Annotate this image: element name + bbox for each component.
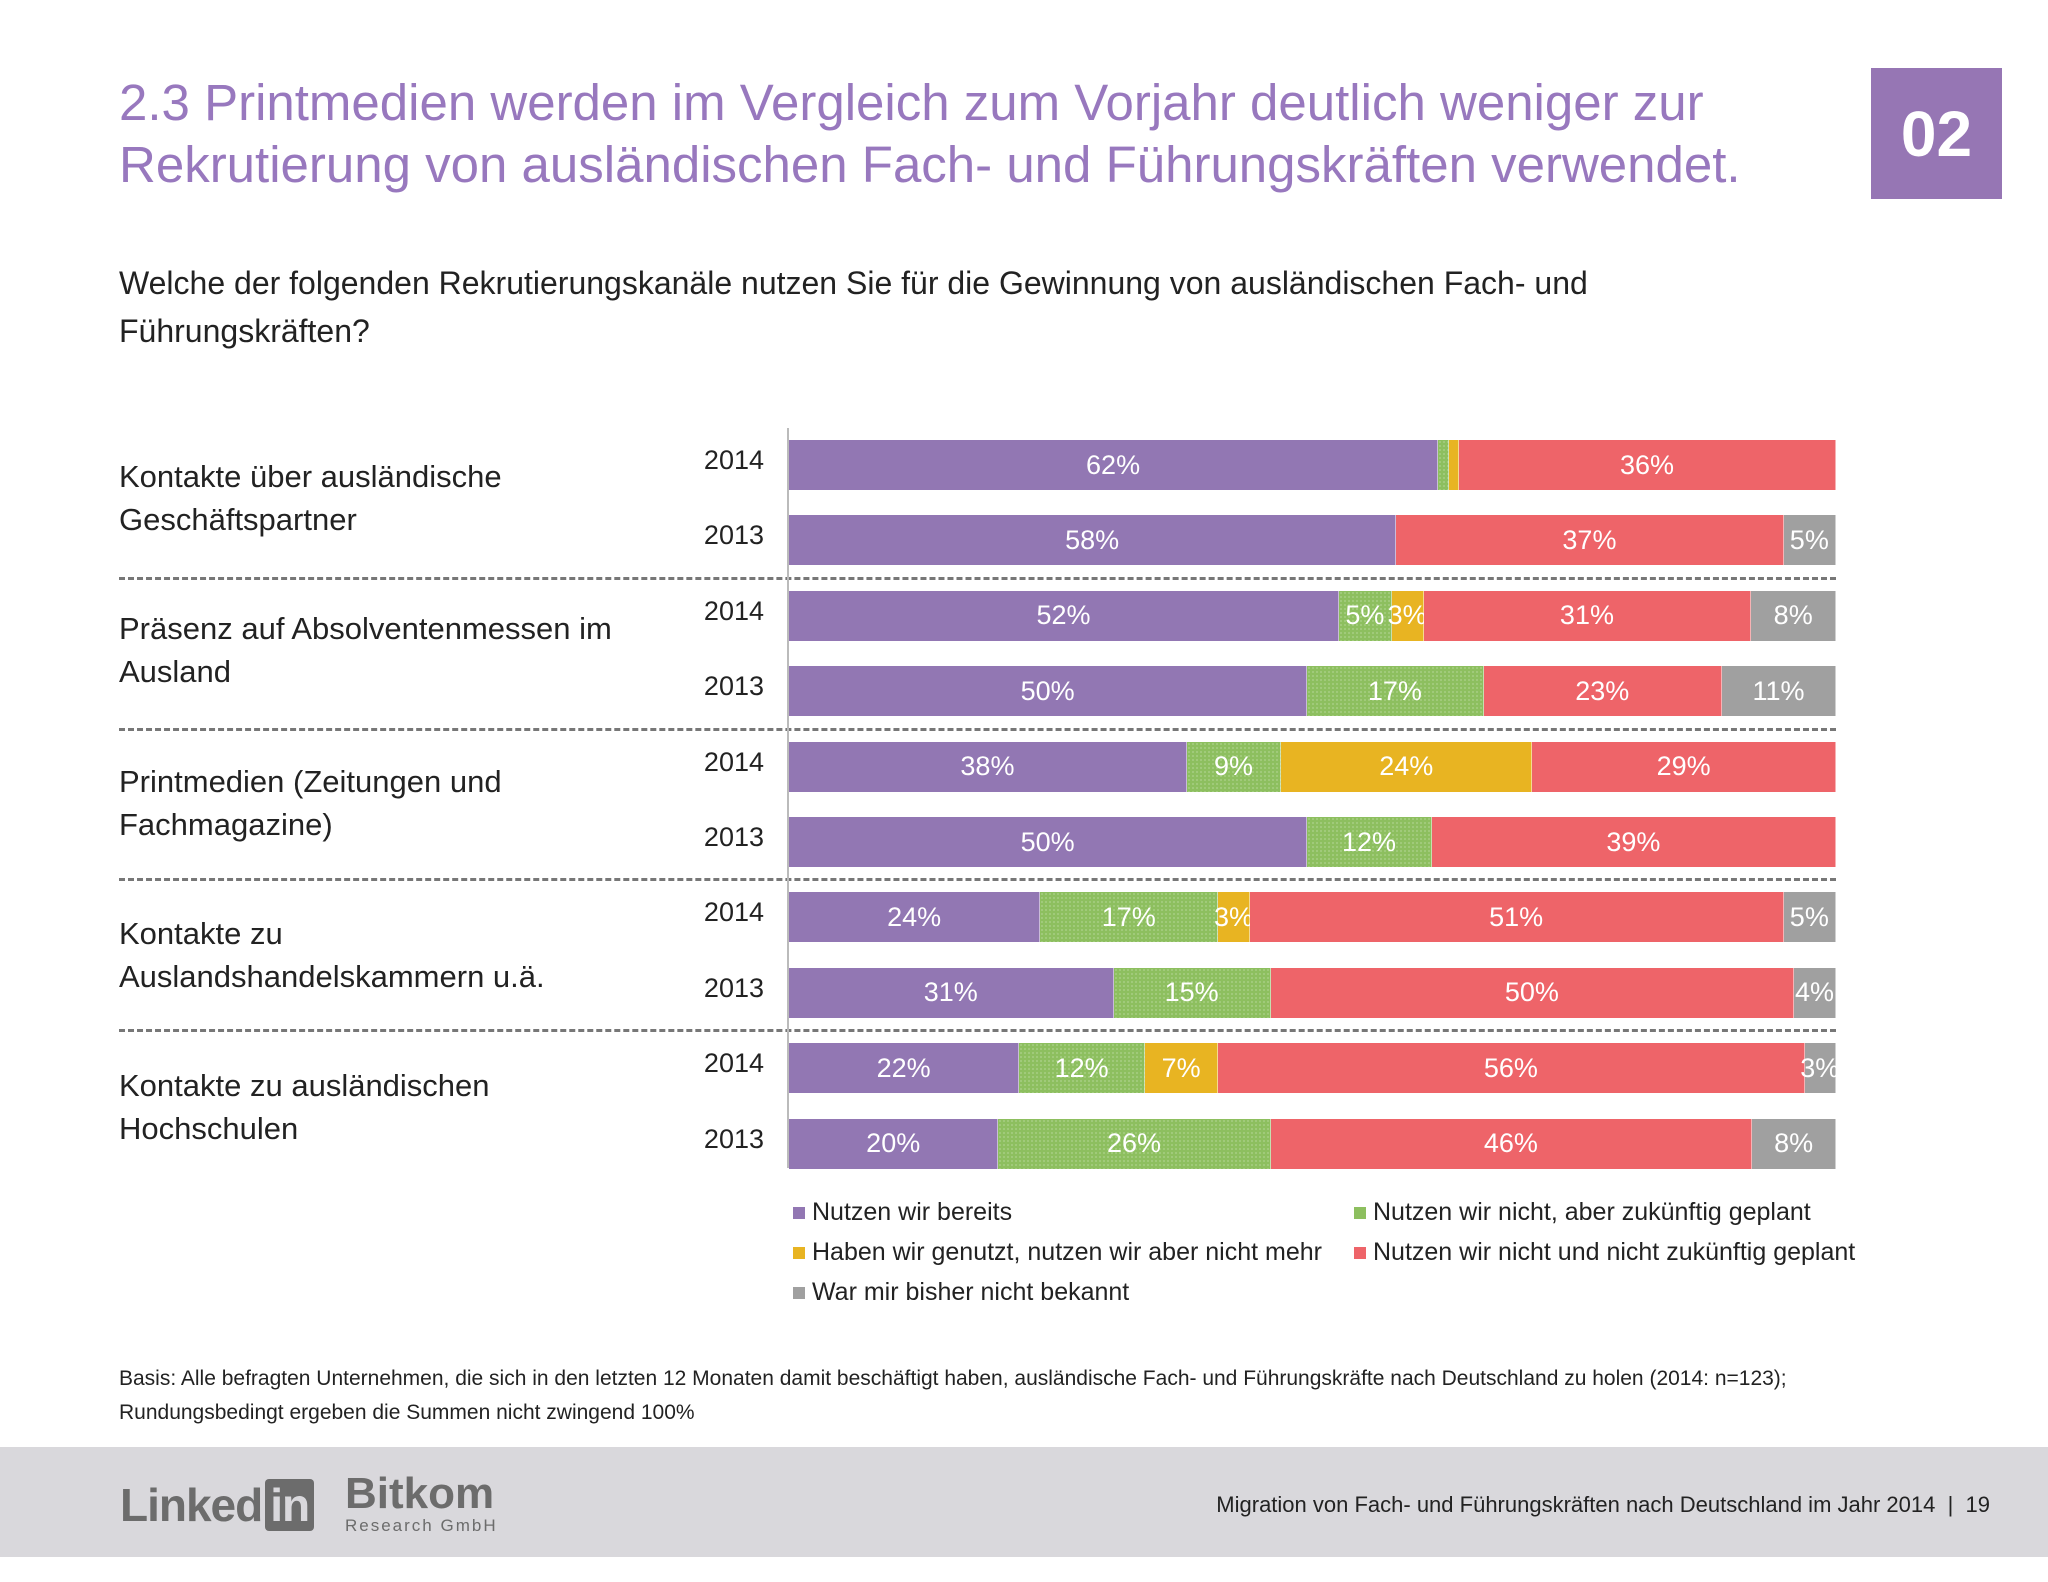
bar-segment: 5% <box>1783 892 1836 943</box>
bar-segment: 8% <box>1751 590 1836 641</box>
bar-segment: 29% <box>1532 741 1836 792</box>
bar-segment: 52% <box>789 590 1339 641</box>
bar-segment: 9% <box>1186 741 1282 792</box>
category-label: Kontakte zu Auslandshandelskammern u.ä. <box>119 916 545 994</box>
legend-item: Nutzen wir nicht, aber zukünftig geplant <box>1354 1198 1811 1227</box>
year-label: 2013 <box>703 1123 764 1154</box>
legend-swatch <box>1354 1206 1366 1219</box>
legend-label: Haben wir genutzt, nutzen wir aber nicht… <box>812 1238 1322 1266</box>
bar-segment: 3% <box>1388 590 1427 641</box>
year-label: 2013 <box>703 822 764 852</box>
bar-segment: 46% <box>1270 1118 1753 1169</box>
bar-segment: 50% <box>1270 967 1795 1018</box>
legend-label: War mir bisher nicht bekannt <box>812 1278 1130 1306</box>
bar-segment: 39% <box>1431 817 1836 867</box>
bar-segment: 36% <box>1459 440 1836 490</box>
bar-segment: 11% <box>1721 666 1836 717</box>
group-separator <box>119 1029 1836 1033</box>
bar-segment: 17% <box>1307 666 1484 717</box>
legend-label: Nutzen wir nicht und nicht zukünftig gep… <box>1373 1238 1856 1266</box>
bar-segment: 31% <box>1423 590 1752 641</box>
year-label: 2013 <box>703 671 764 702</box>
bar-segment: 5% <box>1338 590 1392 641</box>
bar-segment: 3% <box>1214 892 1253 943</box>
bar-segment: 56% <box>1218 1043 1805 1094</box>
bar-segment: 4% <box>1794 967 1836 1018</box>
bar-segment: 15% <box>1113 967 1271 1018</box>
bar-segment: 50% <box>789 666 1308 717</box>
basis-note: Basis: Alle befragten Unternehmen, die s… <box>119 1367 1787 1424</box>
year-label: 2014 <box>703 1048 764 1079</box>
bar-segment: 23% <box>1483 666 1722 717</box>
bar-segment: 51% <box>1249 892 1784 943</box>
category-label: Kontakte über ausländische Geschäftspart… <box>119 459 502 537</box>
legend-label: Nutzen wir nicht, aber zukünftig geplant <box>1373 1198 1811 1226</box>
bar-segment <box>1438 440 1449 490</box>
bar-segment: 26% <box>998 1118 1271 1169</box>
bar-segment: 12% <box>1019 1043 1145 1094</box>
page-title: 2.3 Printmedien werden im Vergleich zum … <box>119 74 1741 193</box>
bar-segment <box>1448 440 1460 490</box>
survey-question: Welche der folgenden Rekrutierungskanäle… <box>119 265 1588 349</box>
year-label: 2013 <box>703 520 764 551</box>
bar-segment: 62% <box>789 440 1439 490</box>
legend-swatch <box>793 1206 805 1219</box>
bar-segment: 5% <box>1783 515 1836 566</box>
bar-segment: 37% <box>1396 515 1784 566</box>
bar-segment: 8% <box>1752 1118 1836 1169</box>
chapter-badge: 02 <box>1871 68 2002 199</box>
footer-text: Migration von Fach- und Führungskräften … <box>1216 1492 1990 1517</box>
legend-swatch <box>793 1286 805 1299</box>
year-label: 2014 <box>703 595 764 626</box>
year-label: 2014 <box>703 445 764 475</box>
legend-item: Haben wir genutzt, nutzen wir aber nicht… <box>793 1238 1322 1267</box>
linkedin-logo: Linked in <box>120 1478 315 1532</box>
bar-segment: 50% <box>789 817 1308 867</box>
category-label: Printmedien (Zeitungen und Fachmagazine) <box>119 764 502 842</box>
category-label: Kontakte zu ausländischen Hochschulen <box>119 1068 490 1146</box>
legend-swatch <box>793 1246 805 1259</box>
group-separator <box>119 878 1836 882</box>
bar-segment: 3% <box>1800 1043 1839 1094</box>
year-label: 2014 <box>703 897 764 928</box>
legend-item: Nutzen wir nicht und nicht zukünftig gep… <box>1354 1238 1855 1267</box>
group-separator <box>119 576 1836 580</box>
legend-swatch <box>1354 1246 1366 1259</box>
year-label: 2014 <box>703 746 764 777</box>
year-label: 2013 <box>703 972 764 1003</box>
bar-segment: 17% <box>1040 892 1219 943</box>
legend-label: Nutzen wir bereits <box>812 1198 1013 1226</box>
bitkom-logo: Bitkom Research GmbH <box>345 1469 498 1536</box>
legend-item: Nutzen wir bereits <box>793 1198 1012 1227</box>
bar-segment: 12% <box>1307 817 1432 867</box>
chart-axis <box>787 428 789 1168</box>
bar-segment: 22% <box>789 1043 1020 1094</box>
bar-segment: 38% <box>789 741 1187 792</box>
bar-segment: 58% <box>789 515 1397 566</box>
bar-segment: 24% <box>1281 741 1533 792</box>
category-label: Präsenz auf Absolventenmessen im Ausland <box>119 611 612 689</box>
bar-segment: 7% <box>1144 1043 1219 1094</box>
bar-segment: 24% <box>789 892 1041 943</box>
bar-segment: 20% <box>789 1118 999 1169</box>
bar-segment: 31% <box>789 967 1114 1018</box>
legend-item: War mir bisher nicht bekannt <box>793 1278 1129 1307</box>
group-separator <box>119 727 1836 731</box>
footer-band <box>0 1447 2048 1557</box>
